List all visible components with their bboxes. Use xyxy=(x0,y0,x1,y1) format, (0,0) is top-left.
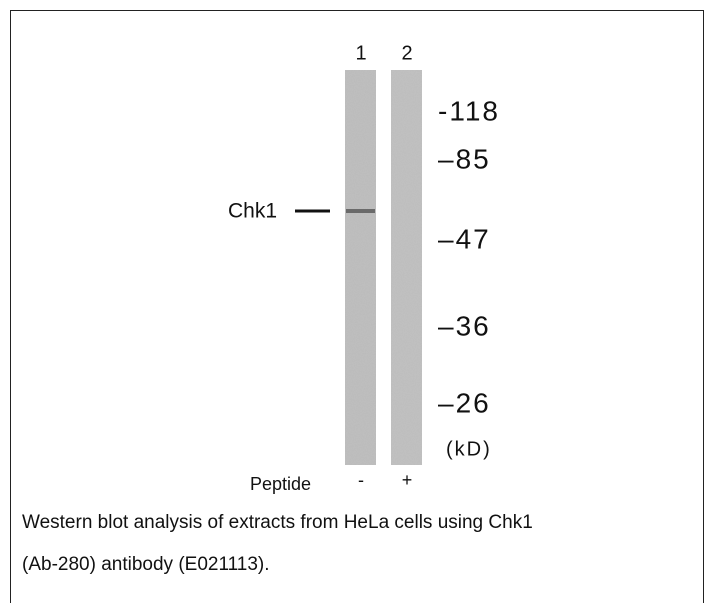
caption-line: Western blot analysis of extracts from H… xyxy=(22,512,533,533)
marker: -118 xyxy=(438,95,500,126)
protein-label: Chk1 xyxy=(228,200,277,223)
lane-2 xyxy=(391,70,422,465)
marker: –47 xyxy=(438,223,491,254)
peptide-sign: + xyxy=(402,470,413,490)
figure: 1 2 Chk1 -118 –85 –47 –36 –26 (kD) Pepti… xyxy=(0,0,714,603)
lane-number: 1 xyxy=(355,42,366,64)
lane-1 xyxy=(345,70,376,465)
marker: –36 xyxy=(438,310,491,341)
marker: –85 xyxy=(438,143,491,174)
band xyxy=(346,209,375,213)
peptide-label: Peptide xyxy=(250,474,311,494)
peptide-sign: - xyxy=(358,470,364,490)
marker: –26 xyxy=(438,387,491,418)
marker-unit: (kD) xyxy=(446,438,492,460)
lane-number: 2 xyxy=(401,42,412,64)
caption-line: (Ab-280) antibody (E021113). xyxy=(22,554,270,575)
